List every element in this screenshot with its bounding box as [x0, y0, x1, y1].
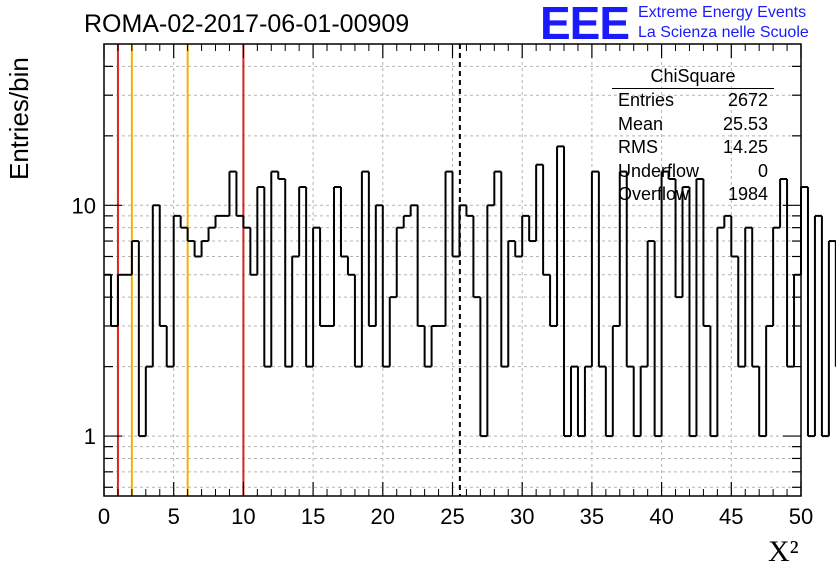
stats-title: ChiSquare: [612, 66, 774, 89]
x-tick-label: 25: [440, 504, 464, 529]
x-tick-label: 45: [719, 504, 743, 529]
x-tick-label: 5: [168, 504, 180, 529]
stats-label: Entries: [618, 90, 675, 110]
y-tick-label: 1: [84, 424, 96, 449]
stats-label: Overflow: [618, 184, 690, 204]
x-tick-label: 40: [649, 504, 673, 529]
x-tick-label: 30: [510, 504, 534, 529]
x-tick-label: 15: [301, 504, 325, 529]
stats-row-overflow: Overflow 1984: [612, 183, 774, 207]
y-tick-label: 10: [72, 193, 96, 218]
histogram-layer: [104, 145, 836, 438]
stats-label: Mean: [618, 113, 664, 134]
stats-box: ChiSquare Entries 2672 Mean 25.53 RMS 14…: [612, 66, 774, 207]
x-tick-label: 20: [371, 504, 395, 529]
x-tick-label: 50: [789, 504, 813, 529]
stats-value: 0: [757, 160, 768, 181]
logo-line1: Extreme Energy Events: [638, 4, 807, 21]
stats-value: 1984: [727, 184, 768, 204]
stats-value: 2672: [727, 90, 768, 110]
stats-row-rms: RMS 14.25: [612, 136, 774, 160]
marker-layer: [116, 44, 461, 496]
run-title: ROMA-02-2017-06-01-00909: [84, 10, 410, 38]
stats-row-mean: Mean 25.53: [612, 113, 774, 137]
stats-label: RMS: [618, 137, 658, 157]
stats-value: 14.25: [722, 137, 768, 157]
x-axis-title: X²: [768, 535, 799, 568]
axis-layer: 0 5 10 15 20 25 30 35 40 45 50 1 10: [72, 43, 813, 529]
x-tick-label: 35: [580, 504, 604, 529]
logo-line2: La Scienza nelle Scuole: [638, 24, 809, 41]
x-tick-label: 0: [98, 504, 110, 529]
stats-row-underflow: Underflow 0: [612, 160, 774, 184]
stats-label: Underflow: [618, 160, 700, 181]
logo-mark: EEE: [540, 0, 630, 49]
x-tick-label: 10: [231, 504, 255, 529]
stats-value: 25.53: [722, 113, 768, 134]
stats-row-entries: Entries 2672: [612, 89, 774, 113]
